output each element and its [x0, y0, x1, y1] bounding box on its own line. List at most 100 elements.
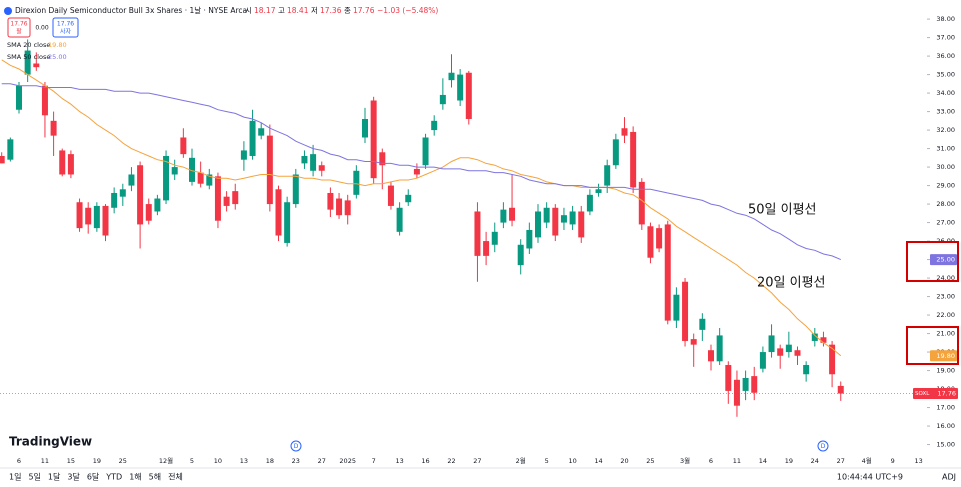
sell-button[interactable]	[7, 17, 31, 38]
range-button[interactable]: 1일	[9, 473, 21, 482]
x-tick-label: 6	[17, 457, 21, 465]
range-button[interactable]: 6달	[87, 473, 100, 482]
candle-body	[439, 94, 446, 105]
x-tick-label: 16	[421, 457, 429, 465]
candle-body	[656, 228, 663, 249]
x-tick-label: 14	[759, 457, 767, 465]
x-tick-label: 14	[594, 457, 602, 465]
x-tick-label: 7	[372, 457, 376, 465]
candle-body	[33, 63, 40, 68]
candle-body	[560, 215, 567, 223]
candle-body	[500, 209, 507, 223]
candle-body	[59, 150, 66, 175]
open-value: 18.17	[254, 6, 276, 15]
range-button[interactable]: 1해	[129, 472, 141, 482]
legend-sma20-value: 19.80	[48, 41, 67, 49]
candle-body	[465, 72, 472, 119]
symbol-title[interactable]: Direxion Daily Semiconductor Bull 3x Sha…	[15, 5, 247, 15]
candle-body	[725, 365, 732, 391]
clock: 10:44:44 UTC+9	[837, 473, 903, 482]
candle-body	[413, 168, 420, 175]
x-tick-label: 9	[891, 457, 895, 465]
range-button[interactable]: 전체	[168, 472, 183, 482]
x-tick-label: 2월	[516, 456, 526, 465]
legend-sma20[interactable]: SMA 20 close	[7, 41, 50, 49]
x-tick-label: 22	[447, 457, 455, 465]
last-price-label: 17.76	[937, 389, 956, 397]
y-tick-label: 27.00	[936, 219, 955, 227]
candle-body	[794, 350, 801, 356]
x-tick-label: 3월	[680, 456, 690, 465]
x-tick-label: 6	[709, 457, 713, 465]
candle-body	[327, 192, 334, 210]
range-button[interactable]: 1달	[48, 473, 61, 482]
candle-body	[405, 194, 412, 203]
candle-body	[301, 155, 308, 164]
range-button[interactable]: 5일	[28, 473, 40, 482]
candle-body	[630, 131, 637, 188]
dividend-marker[interactable]	[290, 440, 302, 452]
dividend-marker[interactable]	[817, 440, 829, 452]
candle-body	[206, 174, 213, 186]
high-value: 18.41	[287, 6, 309, 15]
dividend-marker-label: D	[294, 443, 299, 450]
legend-sma50[interactable]: SMA 50 close	[7, 53, 50, 61]
candle-body	[119, 189, 126, 197]
y-tick-label: 16.00	[936, 422, 955, 430]
candle-body	[24, 50, 31, 75]
candle-body	[803, 365, 810, 375]
x-tick-label: 24	[811, 457, 819, 465]
candle-body	[586, 194, 593, 212]
candle-body	[197, 172, 204, 184]
candle-body	[621, 128, 628, 136]
y-tick-label: 35.00	[936, 71, 955, 79]
y-tick-label: 34.00	[936, 89, 955, 97]
adj-toggle[interactable]: ADJ	[942, 473, 956, 482]
candle-body	[214, 176, 221, 221]
logo[interactable]: TradingView	[9, 435, 92, 449]
candle-body	[292, 174, 299, 205]
candle-body	[733, 379, 740, 406]
candle-body	[336, 198, 343, 216]
y-tick-label: 21.00	[936, 330, 955, 338]
x-tick-label: 11	[733, 457, 741, 465]
candle-body	[154, 198, 161, 212]
candle-body	[0, 155, 5, 164]
candle-body	[716, 335, 723, 362]
symbol-icon[interactable]	[4, 7, 12, 15]
range-button[interactable]: 5해	[149, 472, 161, 482]
candle-body	[578, 211, 585, 238]
candle-body	[266, 135, 273, 205]
candle-body	[708, 350, 714, 362]
candle-body	[275, 189, 282, 236]
x-tick-label: 15	[67, 457, 75, 465]
sma-line	[1, 59, 842, 357]
x-tick-label: 13	[240, 457, 248, 465]
range-button[interactable]: YTD	[105, 473, 122, 482]
buy-price: 17.76	[57, 21, 74, 28]
candle-body	[318, 165, 325, 171]
x-tick-label: 19	[785, 457, 793, 465]
sell-label: 팔	[16, 29, 22, 36]
candle-body	[163, 155, 170, 201]
x-tick-label: 27	[318, 457, 326, 465]
y-tick-label: 24.00	[936, 274, 955, 282]
range-button[interactable]: 3달	[67, 473, 80, 482]
low-label: 저	[311, 6, 318, 15]
x-tick-label: 5	[190, 457, 194, 465]
y-tick-label: 22.00	[936, 311, 955, 319]
candle-body	[777, 348, 784, 356]
candle-body	[448, 72, 455, 81]
candle-body	[785, 344, 792, 353]
candle-body	[751, 376, 758, 393]
candle-body	[76, 202, 83, 229]
sma-price-box	[930, 350, 957, 362]
candle-body	[604, 165, 611, 186]
y-tick-label: 38.00	[936, 15, 955, 23]
buy-button[interactable]	[52, 17, 79, 38]
candle-body	[16, 85, 22, 110]
x-tick-label: 19	[93, 457, 101, 465]
sell-price: 17.76	[10, 21, 27, 28]
sma-line	[1, 83, 841, 261]
toolbar: 1일 5일 1달 3달 6달 YTD 1해 5해 전체	[9, 472, 183, 482]
